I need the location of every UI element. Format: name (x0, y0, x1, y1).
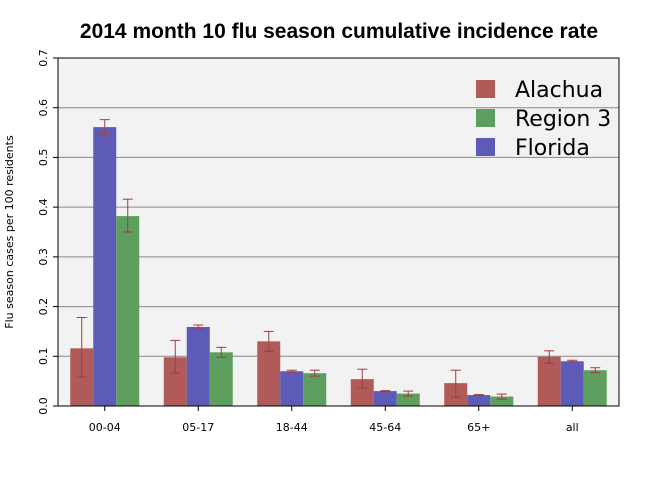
bar-florida-05-17 (186, 326, 210, 406)
bars (70, 127, 607, 407)
y-tick-label: 0.6 (37, 99, 50, 117)
error-bar-alachua-18-44 (263, 330, 274, 352)
error-bar-region-3-00-04 (122, 198, 133, 233)
plot-area (58, 58, 619, 406)
bar-alachua-05-17 (163, 357, 187, 406)
bar-region-3-18-44 (303, 373, 327, 406)
bar-alachua-18-44 (257, 341, 281, 406)
error-bar-region-3-65+ (496, 393, 507, 400)
bar-alachua-all (537, 356, 561, 406)
bar-florida-all (560, 361, 584, 406)
legend-swatch-florida (476, 138, 495, 156)
error-bar-florida-18-44 (286, 369, 297, 373)
error-bar-alachua-45-64 (357, 368, 368, 389)
bar-region-3-all (583, 370, 607, 406)
legend-label-alachua: Alachua (515, 78, 603, 103)
y-tick-label: 0.3 (37, 248, 50, 266)
y-axis-label: Flu season cases per 100 residents (3, 135, 16, 329)
error-bar-florida-45-64 (380, 390, 391, 393)
error-bar-region-3-45-64 (403, 390, 414, 397)
legend-label-florida: Florida (515, 136, 590, 161)
y-tick-label: 0.2 (37, 298, 50, 316)
error-bar-region-3-05-17 (216, 346, 227, 358)
error-bar-alachua-65+ (450, 369, 461, 398)
x-axis: 00-04 05-17 18-44 45-64 65+ all (89, 406, 579, 434)
bar-region-3-45-64 (396, 393, 420, 406)
bar-florida-18-44 (280, 371, 304, 406)
error-bar-alachua-all (544, 350, 555, 364)
legend-swatch-region-3 (476, 109, 495, 127)
bar-florida-65+ (467, 395, 491, 406)
error-bars (76, 119, 601, 400)
bar-region-3-00-04 (116, 216, 140, 406)
bar-region-3-05-17 (209, 352, 233, 406)
error-bar-florida-05-17 (193, 324, 204, 330)
y-tick-label: 0.4 (37, 198, 50, 216)
x-tick-label: 18-44 (276, 421, 308, 434)
error-bar-alachua-05-17 (170, 339, 181, 374)
error-bar-region-3-18-44 (309, 369, 320, 377)
y-tick-label: 0.5 (37, 149, 50, 167)
x-tick-label: 45-64 (369, 421, 401, 434)
y-axis: 0.0 0.1 0.2 0.3 0.4 0.5 0.6 0.7 (37, 49, 58, 415)
error-bar-florida-all (567, 359, 578, 363)
y-tick-label: 0.7 (37, 49, 50, 67)
x-tick-label: 65+ (467, 421, 490, 434)
x-tick-label: 05-17 (182, 421, 214, 434)
bar-florida-00-04 (93, 127, 117, 407)
error-bar-alachua-00-04 (76, 317, 87, 378)
x-tick-label: all (566, 421, 579, 434)
error-bar-florida-00-04 (99, 119, 110, 136)
gridlines (58, 107, 619, 357)
bar-region-3-65+ (490, 396, 514, 406)
y-tick-label: 0.0 (37, 397, 50, 415)
legend-label-region-3: Region 3 (515, 107, 611, 132)
error-bar-florida-65+ (473, 394, 484, 397)
bar-alachua-45-64 (350, 379, 374, 406)
x-tick-label: 00-04 (89, 421, 121, 434)
bar-florida-45-64 (373, 391, 397, 406)
chart-title: 2014 month 10 flu season cumulative inci… (80, 20, 598, 43)
y-tick-label: 0.1 (37, 348, 50, 366)
error-bar-region-3-all (590, 367, 601, 374)
plot-frame (57, 57, 620, 407)
legend-swatch-alachua (476, 80, 495, 98)
legend: Alachua Region 3 Florida (476, 78, 611, 161)
